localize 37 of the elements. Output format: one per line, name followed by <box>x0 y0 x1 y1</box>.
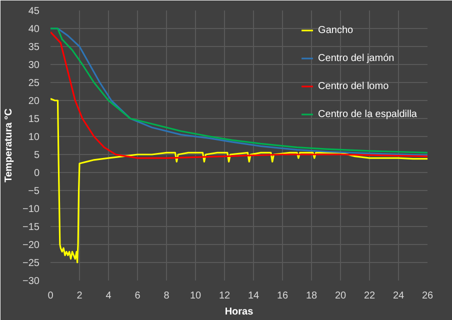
y-tick-label: 25 <box>28 78 40 89</box>
x-tick-label: 2 <box>76 290 83 302</box>
legend-label: Centro del lomo <box>318 80 389 92</box>
x-tick-label: 4 <box>106 290 112 302</box>
y-tick-label: −10 <box>22 204 40 215</box>
x-tick-label: 0 <box>48 290 54 302</box>
legend-label: Gancho <box>318 24 354 36</box>
y-tick-label: 15 <box>28 114 40 125</box>
x-tick-label: 22 <box>364 290 376 302</box>
y-tick-label: 10 <box>28 132 40 143</box>
y-tick-label: −15 <box>22 222 40 233</box>
y-axis-title: Temperatura °C <box>4 108 15 182</box>
x-tick-label: 18 <box>306 290 318 302</box>
x-tick-label: 6 <box>134 290 141 302</box>
x-tick-label: 24 <box>392 290 404 302</box>
y-tick-label: 35 <box>28 42 40 53</box>
x-tick-label: 20 <box>334 290 346 302</box>
y-tick-label: 45 <box>28 6 40 17</box>
y-tick-label: 5 <box>34 150 40 161</box>
x-tick-label: 14 <box>248 290 260 302</box>
x-tick-label: 16 <box>276 290 288 302</box>
x-axis-title: Horas <box>224 306 254 318</box>
y-tick-label: −25 <box>22 258 40 269</box>
x-tick-label: 10 <box>190 290 202 302</box>
y-tick-label: 30 <box>28 60 40 71</box>
x-tick-label: 12 <box>218 290 230 302</box>
legend-label: Centro de la espaldilla <box>318 108 417 120</box>
y-tick-label: −30 <box>22 276 40 287</box>
y-tick-label: −5 <box>28 186 40 197</box>
y-tick-label: −20 <box>22 240 40 251</box>
legend-label: Centro del jamón <box>318 52 394 64</box>
y-tick-label: 40 <box>28 24 40 35</box>
line-series <box>50 98 428 264</box>
x-tick-label: 8 <box>164 290 170 302</box>
y-tick-label: 0 <box>34 168 40 179</box>
x-tick-label: 26 <box>422 290 434 302</box>
y-tick-label: 20 <box>28 96 40 107</box>
